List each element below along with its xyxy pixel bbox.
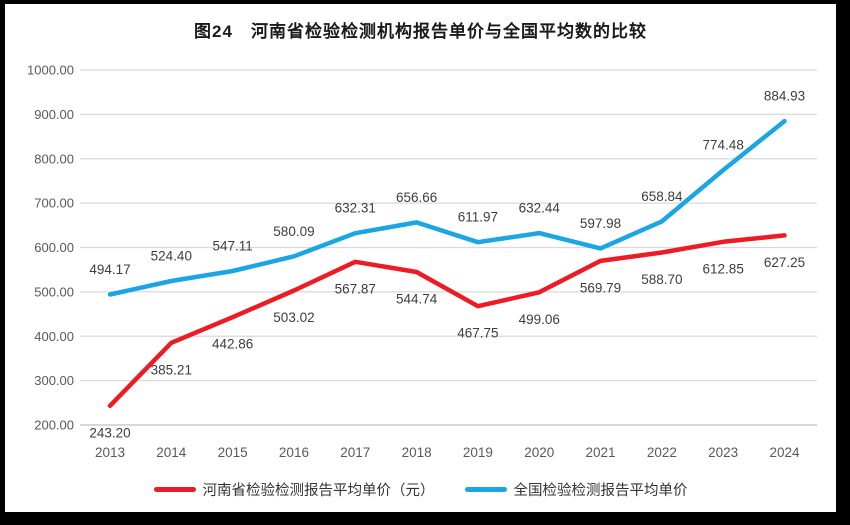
data-label: 656.66 <box>396 190 437 205</box>
data-label: 544.74 <box>396 292 438 307</box>
x-tick-label: 2022 <box>647 445 677 460</box>
series-line-1 <box>107 118 787 297</box>
y-tick-label: 700.00 <box>34 196 74 211</box>
data-label: 597.98 <box>580 216 621 231</box>
y-tick-label: 900.00 <box>34 107 74 122</box>
data-label: 580.09 <box>273 224 314 239</box>
x-tick-label: 2017 <box>340 445 370 460</box>
legend-item-henan: 河南省检验检测报告平均单价（元） <box>153 479 435 500</box>
data-label: 385.21 <box>151 362 192 377</box>
data-label: 547.11 <box>212 238 252 253</box>
data-label: 632.31 <box>335 201 376 216</box>
data-label: 442.86 <box>212 337 253 352</box>
data-label: 884.93 <box>764 89 805 104</box>
data-label: 632.44 <box>519 201 561 216</box>
x-tick-label: 2023 <box>708 445 738 460</box>
data-label: 243.20 <box>89 425 130 440</box>
data-label: 611.97 <box>458 210 498 225</box>
y-tick-label: 500.00 <box>34 284 74 299</box>
data-label: 588.70 <box>641 272 682 287</box>
data-label: 627.25 <box>764 255 805 270</box>
y-tick-label: 300.00 <box>34 373 74 388</box>
chart-canvas: 1000.00 900.00 800.00 700.00 600.00 500.00 400… <box>5 4 836 512</box>
data-label: 494.17 <box>89 262 130 277</box>
line-chart-plot: 1000.00 900.00 800.00 700.00 600.00 500.00 400… <box>27 63 817 460</box>
data-label: 503.02 <box>273 310 314 325</box>
data-label: 499.06 <box>519 312 560 327</box>
x-tick-label: 2018 <box>402 445 432 460</box>
data-label: 467.75 <box>457 326 498 341</box>
y-tick-label: 600.00 <box>34 240 74 255</box>
x-tick-label: 2013 <box>95 445 125 460</box>
blue-line-swatch-icon <box>464 487 507 492</box>
legend-label-henan: 河南省检验检测报告平均单价（元） <box>202 483 435 499</box>
x-tick-label: 2015 <box>218 445 248 460</box>
y-tick-label: 1000.00 <box>27 63 74 78</box>
x-tick-label: 2019 <box>463 445 493 460</box>
x-tick-label: 2020 <box>524 445 554 460</box>
x-tick-label: 2014 <box>156 445 187 460</box>
red-line-swatch-icon <box>153 487 196 492</box>
chart-title: 图24 河南省检验检测机构报告单价与全国平均数的比较 <box>194 22 647 41</box>
data-label: 774.48 <box>703 138 744 153</box>
y-tick-label: 400.00 <box>34 329 74 344</box>
data-label: 569.79 <box>580 280 621 295</box>
data-label: 658.84 <box>641 189 683 204</box>
x-tick-label: 2021 <box>586 445 616 460</box>
x-tick-label: 2016 <box>279 445 309 460</box>
data-label: 612.85 <box>703 261 744 276</box>
y-tick-label: 200.00 <box>34 418 74 433</box>
y-tick-label: 800.00 <box>34 151 74 166</box>
x-tick-label: 2024 <box>769 445 800 460</box>
series-line-0 <box>107 233 787 409</box>
chart-legend: 河南省检验检测报告平均单价（元） 全国检验检测报告平均单价 <box>5 479 836 500</box>
legend-label-national: 全国检验检测报告平均单价 <box>513 483 688 499</box>
legend-item-national: 全国检验检测报告平均单价 <box>464 479 688 500</box>
data-label: 524.40 <box>151 249 192 264</box>
data-label: 567.87 <box>335 281 376 296</box>
